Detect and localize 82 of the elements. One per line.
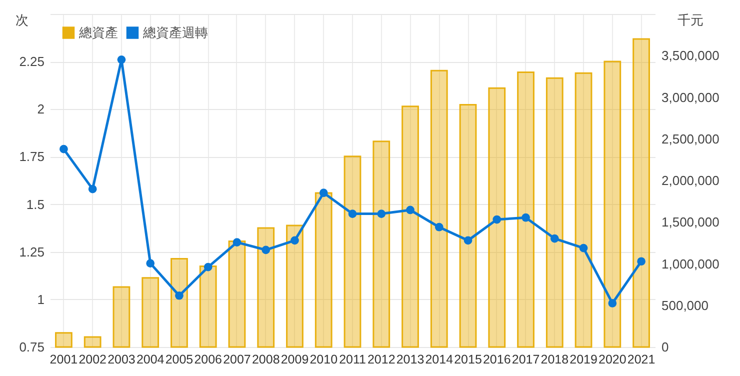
y-tick-label: 1.75 bbox=[19, 149, 44, 164]
y-tick-label: 1 bbox=[37, 292, 44, 307]
bar bbox=[402, 106, 419, 348]
bar bbox=[604, 60, 622, 348]
x-tick-label: 2001 bbox=[50, 352, 78, 366]
bar bbox=[546, 77, 564, 348]
bar bbox=[430, 70, 448, 348]
point bbox=[464, 236, 472, 245]
bar bbox=[170, 258, 188, 348]
point bbox=[377, 210, 386, 218]
point bbox=[637, 257, 646, 266]
bar bbox=[372, 140, 390, 348]
x-tick-label: 2006 bbox=[194, 352, 222, 366]
point bbox=[550, 234, 559, 243]
y2-tick-label: 2,000,000 bbox=[662, 173, 720, 188]
x-tick-label: 2013 bbox=[396, 352, 424, 366]
x-tick-label: 2019 bbox=[570, 352, 598, 366]
bar bbox=[344, 156, 362, 348]
x-tick-label: 2016 bbox=[482, 352, 511, 366]
y-tick-label: 2 bbox=[37, 102, 44, 117]
point bbox=[146, 259, 155, 268]
point bbox=[608, 299, 617, 308]
bar bbox=[199, 266, 217, 348]
bar bbox=[632, 38, 650, 348]
y-tick-label: 1.5 bbox=[26, 196, 44, 212]
x-tick-label: 2014 bbox=[425, 352, 454, 366]
y-axis-title: 次 bbox=[16, 12, 28, 28]
bar bbox=[112, 286, 130, 348]
x-tick-label: 2018 bbox=[540, 352, 569, 366]
x-tick-label: 2021 bbox=[627, 352, 656, 366]
y2-tick-label: 2,500,000 bbox=[662, 131, 720, 146]
bar bbox=[142, 277, 160, 348]
legend-label: 總資產 bbox=[78, 24, 118, 40]
point bbox=[117, 55, 126, 64]
x-tick-label: 2002 bbox=[78, 352, 107, 366]
x-tick-label: 2003 bbox=[108, 352, 136, 366]
bar bbox=[459, 104, 477, 348]
x-tick-label: 2020 bbox=[598, 352, 626, 366]
point bbox=[319, 188, 328, 198]
bar bbox=[517, 72, 534, 348]
y2-tick-label: 1,500,000 bbox=[662, 214, 720, 230]
y2-axis-title: 千元 bbox=[678, 12, 704, 28]
bar bbox=[257, 227, 275, 348]
legend-label: 總資產週轉 bbox=[142, 24, 208, 40]
x-tick-label: 2012 bbox=[367, 352, 396, 366]
bar bbox=[286, 224, 304, 348]
x-tick-label: 2004 bbox=[136, 352, 164, 366]
point bbox=[434, 222, 444, 232]
bar bbox=[55, 332, 72, 348]
point bbox=[579, 244, 588, 252]
point bbox=[60, 144, 68, 154]
y-tick-label: 2.25 bbox=[19, 54, 44, 70]
x-tick-label: 2009 bbox=[280, 352, 309, 366]
point bbox=[175, 291, 184, 300]
point bbox=[232, 238, 242, 247]
y2-tick-label: 0 bbox=[662, 340, 669, 354]
point bbox=[406, 206, 414, 214]
y2-tick-label: 3,500,000 bbox=[662, 48, 720, 64]
bar bbox=[84, 336, 102, 348]
bar bbox=[574, 72, 592, 348]
x-tick-label: 2010 bbox=[310, 352, 338, 366]
y2-tick-label: 1,000,000 bbox=[662, 256, 720, 272]
y-tick-label: 0.75 bbox=[19, 340, 44, 354]
point bbox=[348, 210, 357, 218]
point bbox=[290, 236, 299, 245]
y2-tick-label: 3,000,000 bbox=[662, 90, 720, 105]
y-tick-label: 1.25 bbox=[19, 244, 44, 260]
x-tick-label: 2005 bbox=[165, 352, 194, 366]
x-tick-label: 2008 bbox=[252, 352, 280, 366]
point bbox=[204, 262, 212, 272]
x-tick-label: 2017 bbox=[512, 352, 540, 366]
x-tick-label: 2015 bbox=[454, 352, 482, 366]
point bbox=[262, 246, 270, 254]
y2-tick-label: 500,000 bbox=[662, 298, 708, 313]
point bbox=[522, 213, 530, 222]
bar bbox=[228, 240, 246, 348]
point bbox=[492, 215, 502, 224]
point bbox=[88, 184, 97, 194]
bar bbox=[488, 87, 506, 348]
x-tick-label: 2007 bbox=[223, 352, 251, 366]
x-tick-label: 2011 bbox=[339, 352, 366, 366]
bar bbox=[314, 192, 332, 348]
